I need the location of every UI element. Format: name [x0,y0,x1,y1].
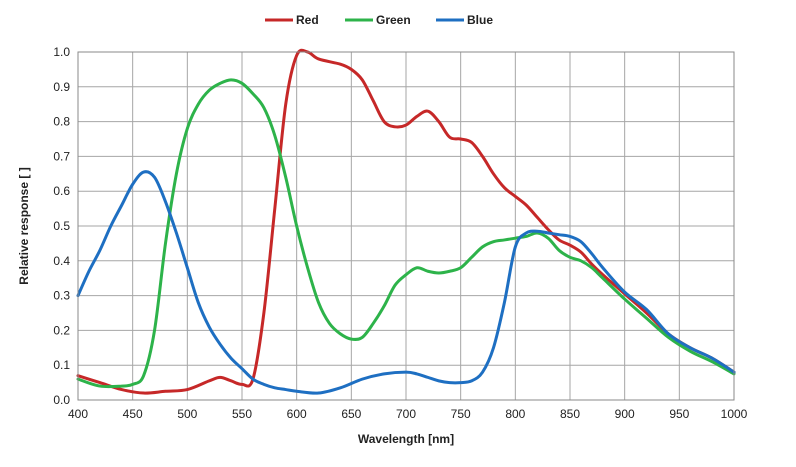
legend-label-red: Red [296,13,319,27]
plot-frame [77,51,735,401]
y-tick-label: 0.7 [53,149,70,163]
chart-legend: Red Green Blue [265,13,493,27]
x-axis-label: Wavelength [nm] [358,432,454,446]
series-line-blue [76,170,736,395]
y-tick-label: 0.9 [53,80,70,94]
y-tick-label: 0.3 [53,289,70,303]
x-tick-label: 550 [232,407,252,421]
x-tick-label: 600 [287,407,307,421]
chart-grid [77,51,735,401]
y-tick-label: 0.2 [53,323,70,337]
y-tick-label: 1.0 [53,45,70,59]
x-tick-label: 650 [341,407,361,421]
series-line-red [76,48,736,395]
x-tick-label: 700 [396,407,416,421]
y-tick-label: 0.0 [53,393,70,407]
x-axis-ticks: 400 450 500 550 600 650 700 750 800 850 900 950 1000 [68,407,748,421]
x-tick-label: 750 [451,407,471,421]
y-axis-label: Relative response [ ] [17,167,31,284]
x-tick-label: 800 [505,407,525,421]
y-tick-label: 0.8 [53,115,70,129]
y-tick-label: 0.1 [53,358,70,372]
y-tick-label: 0.5 [53,219,70,233]
x-tick-label: 1000 [721,407,748,421]
series-line-green [76,78,736,389]
x-tick-label: 850 [560,407,580,421]
x-tick-label: 500 [177,407,197,421]
legend-label-blue: Blue [467,13,493,27]
legend-label-green: Green [376,13,411,27]
x-tick-label: 900 [615,407,635,421]
y-tick-label: 0.6 [53,184,70,198]
x-tick-label: 450 [123,407,143,421]
x-tick-label: 950 [669,407,689,421]
y-axis-ticks: 0.0 0.1 0.2 0.3 0.4 0.5 0.6 0.7 0.8 0.9 1.0 [53,45,70,407]
y-tick-label: 0.4 [53,254,70,268]
x-tick-label: 400 [68,407,88,421]
chart-series-group [76,48,736,395]
